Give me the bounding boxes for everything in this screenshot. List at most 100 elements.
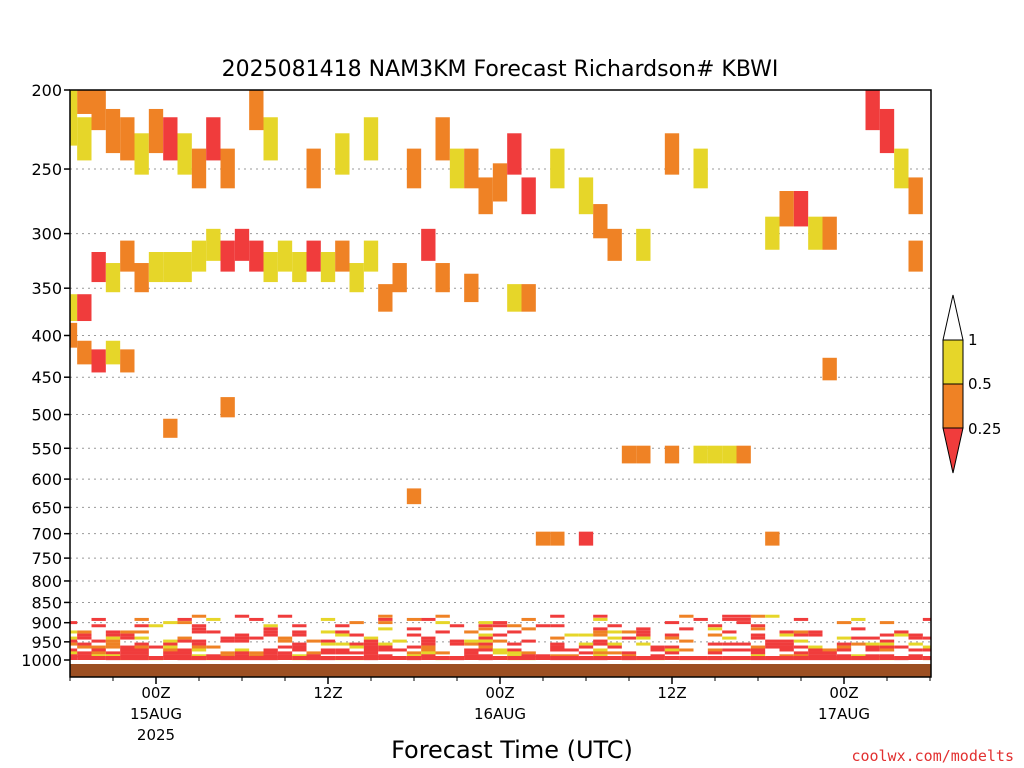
boundary-cell (722, 614, 737, 618)
y-tick-label: 400 (31, 326, 62, 345)
boundary-cell (492, 651, 508, 655)
boundary-cell (679, 648, 694, 652)
boundary-cell (77, 642, 92, 646)
boundary-cell (177, 636, 192, 640)
boundary-cell (808, 630, 823, 634)
boundary-cell (650, 654, 665, 658)
boundary-cell (808, 633, 823, 637)
data-cell (621, 445, 637, 464)
boundary-cell (607, 636, 622, 640)
data-cell (191, 240, 207, 272)
boundary-cell (793, 654, 809, 658)
boundary-cell (277, 639, 293, 643)
boundary-cell (363, 636, 379, 640)
boundary-cell (335, 651, 350, 655)
boundary-cell (478, 624, 493, 628)
boundary-cell (306, 639, 321, 643)
boundary-cell (865, 642, 880, 646)
boundary-cell (908, 648, 923, 652)
boundary-cell (421, 639, 436, 643)
data-cell (306, 148, 321, 189)
boundary-cell (277, 645, 293, 649)
data-cell (134, 133, 149, 175)
boundary-cell (750, 645, 766, 649)
near-surface-cell (478, 656, 493, 660)
data-cell (664, 445, 680, 464)
boundary-cell (349, 642, 364, 646)
near-surface-cell (349, 656, 364, 660)
near-surface-cell (808, 656, 823, 660)
near-surface-cell (636, 656, 651, 660)
boundary-cell (765, 639, 780, 643)
boundary-cell (234, 648, 250, 652)
boundary-cell (851, 654, 866, 658)
boundary-cell (535, 654, 551, 658)
data-cell (550, 531, 565, 546)
boundary-cell (793, 645, 809, 649)
boundary-cell (793, 617, 809, 621)
data-cell (406, 148, 422, 189)
data-cell (793, 190, 809, 227)
boundary-cell (105, 636, 121, 640)
boundary-cell (335, 624, 350, 628)
boundary-cell (664, 621, 680, 625)
near-surface-cell (707, 656, 723, 660)
data-cells (70, 90, 923, 546)
boundary-cell (765, 645, 780, 649)
colorbar-swatch-05-1 (942, 339, 964, 385)
near-surface-cell (449, 656, 465, 660)
boundary-cell (421, 648, 436, 652)
boundary-cell (593, 630, 608, 634)
boundary-cell (91, 617, 106, 621)
data-cell (363, 240, 379, 272)
boundary-cell (879, 621, 895, 625)
colorbar-label-05: 0.5 (968, 375, 992, 393)
boundary-cell (77, 651, 92, 655)
data-cell (421, 228, 436, 261)
boundary-cell (277, 654, 293, 658)
boundary-cell (191, 654, 207, 658)
boundary-cell (550, 636, 565, 640)
boundary-cell (292, 654, 307, 658)
data-cell (77, 117, 92, 161)
boundary-cell (378, 621, 393, 625)
boundary-cell (177, 617, 192, 621)
boundary-cell (693, 617, 708, 621)
boundary-cell (793, 633, 809, 637)
boundary-cell (836, 648, 852, 652)
boundary-cell (105, 639, 121, 643)
boundary-cell (392, 639, 407, 643)
colorbar-label-025: 0.25 (968, 420, 1001, 438)
boundary-cell (836, 621, 852, 625)
boundary-cell (722, 642, 737, 646)
boundary-cell (70, 636, 78, 640)
near-surface-cell (320, 656, 336, 660)
near-surface-cell (77, 656, 92, 660)
boundary-cell (249, 651, 264, 655)
data-cell (220, 240, 235, 272)
near-surface-cell (535, 656, 551, 660)
data-cell (120, 349, 135, 373)
boundary-cell (478, 621, 493, 625)
boundary-cell (779, 654, 794, 658)
near-surface-cell (220, 656, 235, 660)
colorbar-swatch-025-05 (942, 383, 964, 429)
boundary-cell (148, 624, 164, 628)
data-cell (306, 240, 321, 272)
boundary-cell (464, 642, 479, 646)
boundary-cell (435, 651, 450, 655)
boundary-cell (392, 648, 407, 652)
boundary-cell (421, 617, 436, 621)
near-surface-cell (822, 656, 837, 660)
boundary-cell (908, 642, 923, 646)
boundary-cell (421, 636, 436, 640)
boundary-cell (263, 648, 278, 652)
boundary-cell (234, 654, 250, 658)
boundary-cell (922, 636, 931, 640)
boundary-cell (550, 654, 565, 658)
boundary-cell (550, 614, 565, 618)
data-cell (148, 252, 164, 283)
boundary-cell (70, 630, 78, 634)
data-cell (392, 263, 407, 293)
surface-band (70, 664, 931, 677)
